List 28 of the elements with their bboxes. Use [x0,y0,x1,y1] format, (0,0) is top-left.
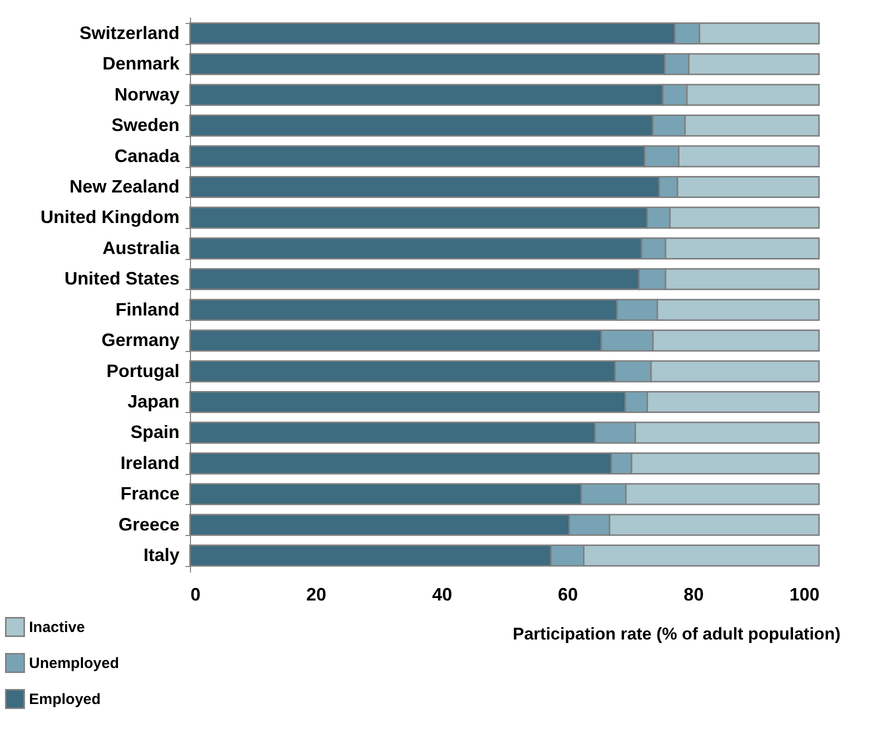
y-tick-label: United States [64,268,180,289]
legend-label: Inactive [29,619,85,636]
y-tick-label: Switzerland [79,22,180,43]
x-tick-label: 100 [789,584,820,604]
y-tick-label: Ireland [120,452,180,473]
x-tick-label: 0 [190,584,201,604]
y-tick-label: New Zealand [69,176,180,196]
y-tick-label: United Kingdom [40,207,180,228]
x-tick-label: 80 [684,584,704,604]
y-tick-label: Canada [114,146,180,166]
y-tick-label: Germany [101,330,180,350]
y-tick-label: Portugal [106,360,180,381]
y-tick-label: Greece [118,514,180,534]
y-tick-label: France [120,484,180,504]
legend-label: Unemployed [29,655,120,672]
y-tick-label: Australia [102,238,180,258]
y-tick-label: Japan [127,392,180,412]
x-tick-label: 40 [432,584,452,604]
y-tick-label: Italy [143,545,180,566]
x-tick-label: 20 [306,584,326,604]
legend-label: Employed [29,691,101,708]
x-tick-label: 60 [558,584,578,604]
y-tick-label: Denmark [102,54,180,74]
y-tick-label: Finland [116,299,180,320]
y-tick-label: Norway [114,84,180,104]
y-tick-label: Sweden [111,115,180,136]
x-axis-title: Participation rate (% of adult population) [512,624,840,644]
y-tick-label: Spain [130,422,180,442]
